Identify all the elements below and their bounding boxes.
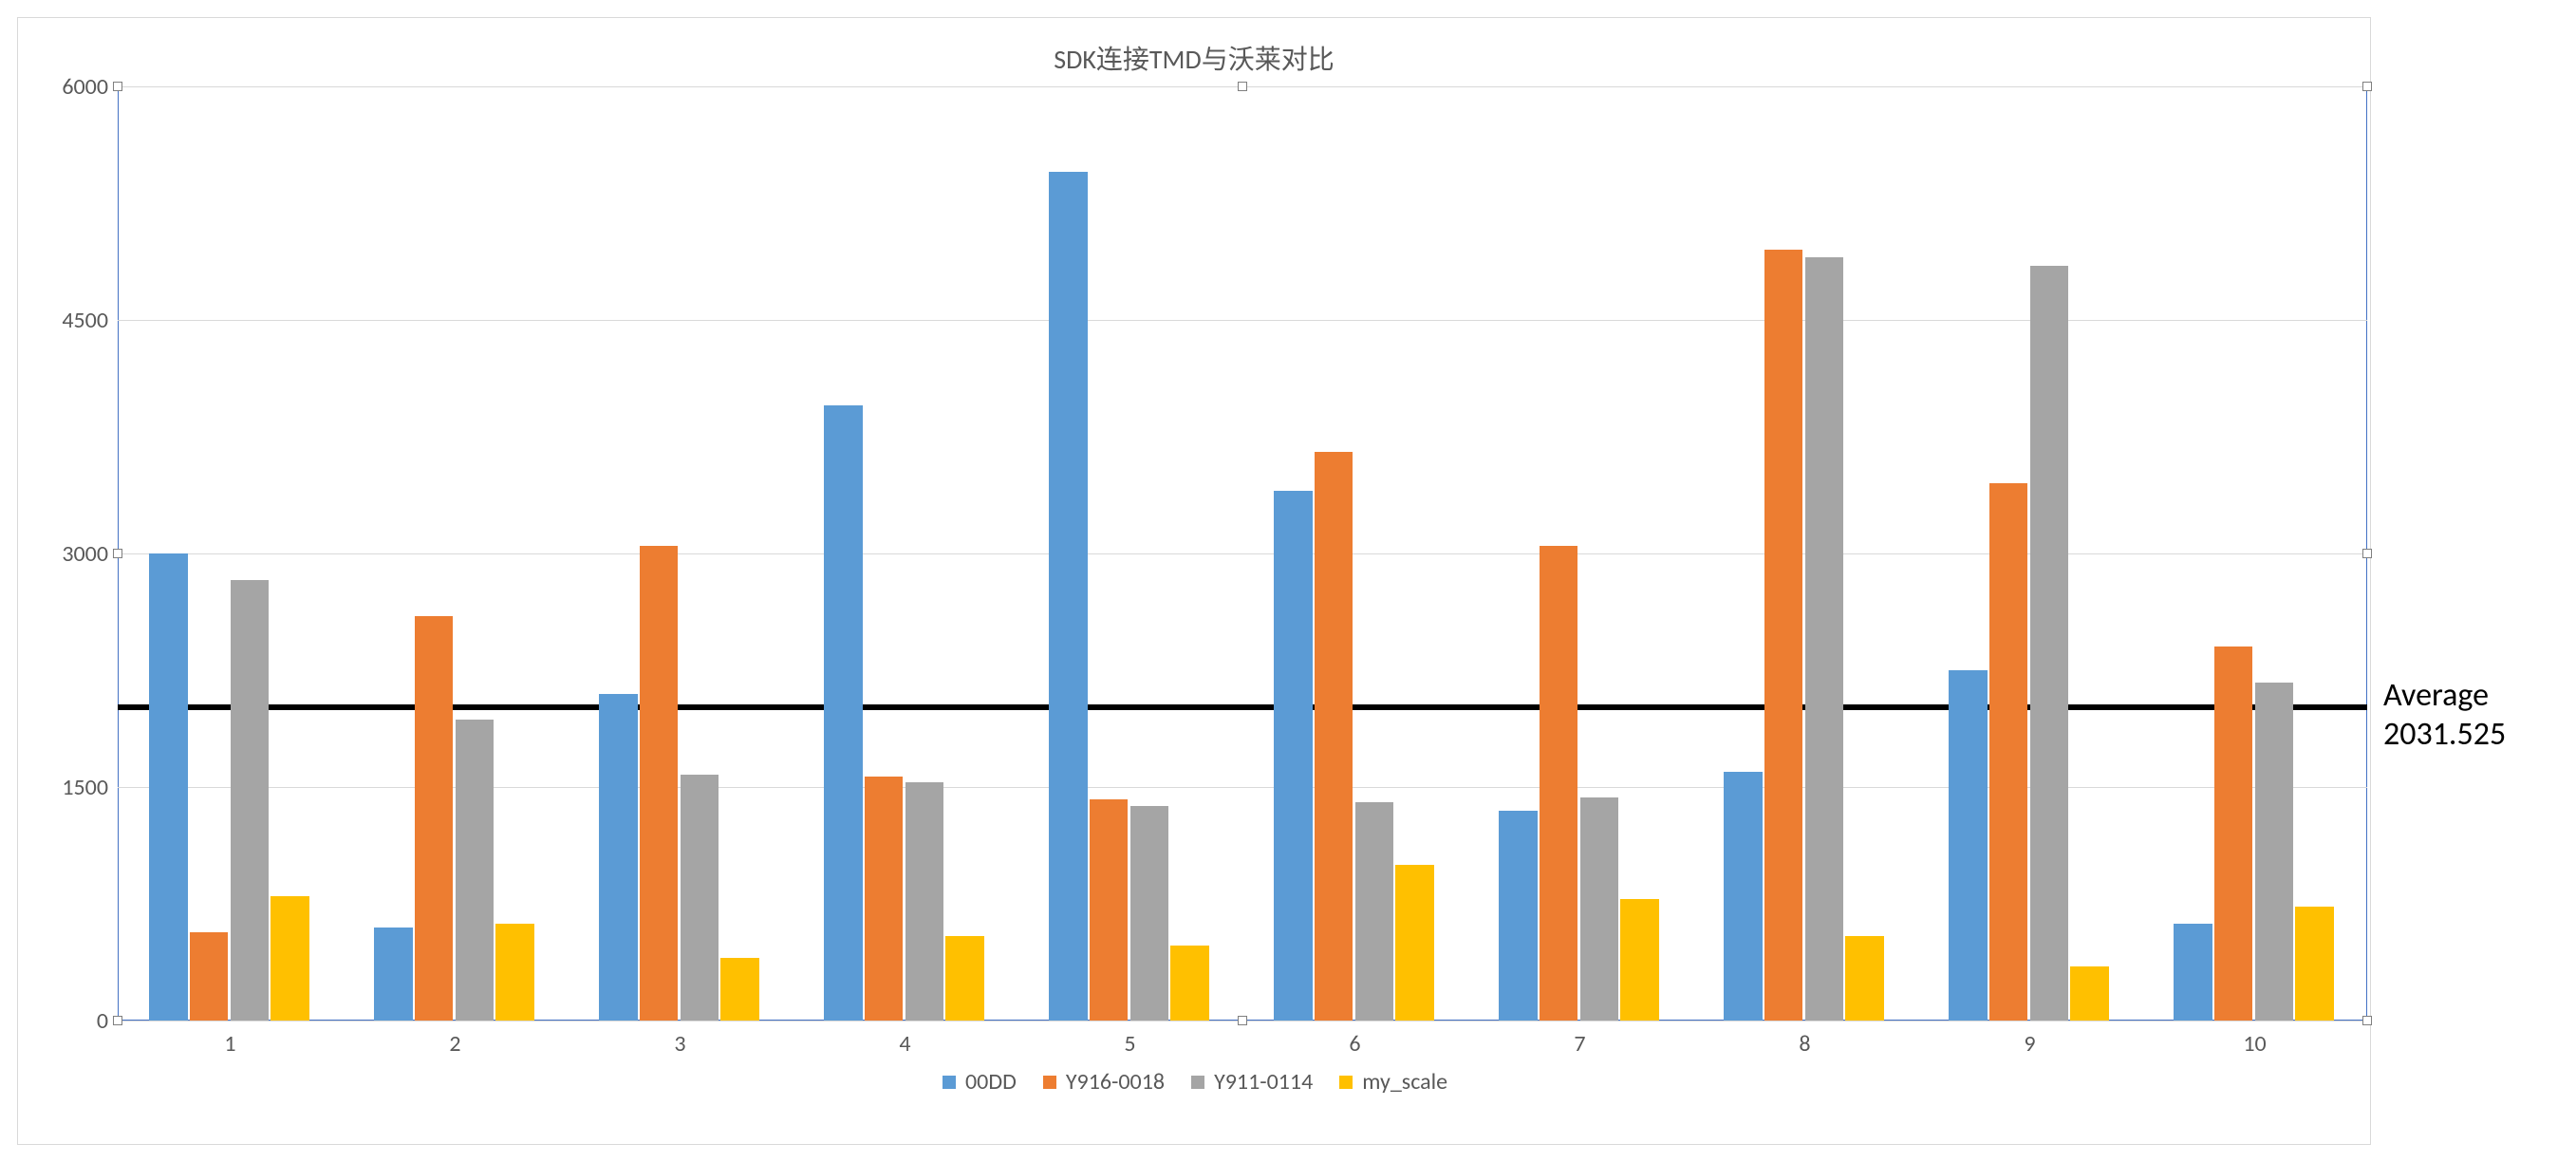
- x-tick-label: 10: [2142, 1030, 2367, 1058]
- y-tick-label: 3000: [37, 540, 108, 568]
- x-tick-label: 2: [343, 1030, 568, 1058]
- bar[interactable]: [271, 896, 309, 1021]
- bar[interactable]: [190, 932, 229, 1021]
- y-tick-label: 0: [37, 1007, 108, 1035]
- bar[interactable]: [2295, 907, 2334, 1021]
- bar[interactable]: [1805, 257, 1844, 1021]
- y-tick-label: 4500: [37, 307, 108, 334]
- selection-handle[interactable]: [113, 549, 122, 558]
- bar[interactable]: [2174, 924, 2212, 1021]
- y-tick-label: 6000: [37, 73, 108, 101]
- legend-label: Y911-0114: [1214, 1068, 1313, 1096]
- bar[interactable]: [824, 405, 863, 1021]
- legend-swatch: [1191, 1076, 1204, 1089]
- legend-label: Y916-0018: [1066, 1068, 1165, 1096]
- x-tick-label: 3: [568, 1030, 793, 1058]
- bar[interactable]: [1130, 806, 1169, 1021]
- chart-outer-frame[interactable]: SDK连接TMD与沃莱对比 0 1500 3000 4500 6000 12345678…: [17, 17, 2371, 1145]
- y-tick-label: 1500: [37, 774, 108, 801]
- bar[interactable]: [1540, 546, 1578, 1021]
- selection-handle[interactable]: [113, 1016, 122, 1025]
- bar[interactable]: [1620, 899, 1659, 1021]
- legend-item[interactable]: Y916-0018: [1043, 1068, 1165, 1096]
- bar[interactable]: [2214, 647, 2253, 1021]
- x-tick-label: 8: [1692, 1030, 1917, 1058]
- legend-item[interactable]: 00DD: [943, 1068, 1017, 1096]
- plot-area[interactable]: [118, 86, 2367, 1021]
- bar[interactable]: [945, 936, 984, 1021]
- x-tick-label: 7: [1467, 1030, 1692, 1058]
- bar[interactable]: [1170, 946, 1209, 1021]
- legend[interactable]: 00DD Y916-0018 Y911-0114 my_scale: [943, 1068, 1447, 1096]
- selection-handle[interactable]: [2362, 549, 2372, 558]
- selection-handle[interactable]: [2362, 1016, 2372, 1025]
- bar[interactable]: [2255, 683, 2294, 1021]
- bar[interactable]: [415, 616, 454, 1021]
- bar[interactable]: [2070, 966, 2109, 1021]
- chart-title: SDK连接TMD与沃莱对比: [18, 39, 2370, 77]
- legend-item[interactable]: Y911-0114: [1191, 1068, 1313, 1096]
- bar[interactable]: [1049, 172, 1088, 1021]
- bar[interactable]: [640, 546, 679, 1021]
- legend-swatch: [943, 1076, 956, 1089]
- selection-handle[interactable]: [2362, 82, 2372, 91]
- x-tick-label: 5: [1017, 1030, 1242, 1058]
- legend-swatch: [1339, 1076, 1353, 1089]
- average-label: Average 2031.525: [2383, 677, 2506, 755]
- selection-handle[interactable]: [1238, 1016, 1247, 1025]
- bar[interactable]: [905, 782, 944, 1021]
- bar[interactable]: [1395, 865, 1434, 1021]
- x-tick-label: 1: [118, 1030, 343, 1058]
- legend-item[interactable]: my_scale: [1339, 1068, 1447, 1096]
- bar[interactable]: [149, 553, 188, 1021]
- bar[interactable]: [1090, 799, 1129, 1021]
- selection-handle[interactable]: [113, 82, 122, 91]
- bar[interactable]: [1764, 250, 1803, 1021]
- average-label-text: Average: [2383, 677, 2506, 716]
- bar[interactable]: [720, 958, 759, 1021]
- bar[interactable]: [495, 924, 534, 1021]
- x-tick-label: 6: [1242, 1030, 1467, 1058]
- bar[interactable]: [1580, 797, 1619, 1021]
- x-tick-label: 4: [793, 1030, 1017, 1058]
- bar[interactable]: [599, 694, 638, 1021]
- legend-label: 00DD: [965, 1068, 1017, 1096]
- bar[interactable]: [456, 720, 495, 1021]
- legend-label: my_scale: [1362, 1068, 1447, 1096]
- bar[interactable]: [1274, 491, 1313, 1021]
- bar[interactable]: [1315, 452, 1353, 1021]
- bar[interactable]: [1845, 936, 1884, 1021]
- bar[interactable]: [1724, 772, 1763, 1021]
- average-label-value: 2031.525: [2383, 716, 2506, 755]
- legend-swatch: [1043, 1076, 1056, 1089]
- bar[interactable]: [681, 775, 719, 1021]
- bar[interactable]: [865, 777, 904, 1021]
- selection-handle[interactable]: [1238, 82, 1247, 91]
- bar[interactable]: [374, 928, 413, 1021]
- bar[interactable]: [1499, 811, 1538, 1021]
- bar[interactable]: [1949, 670, 1988, 1021]
- bar[interactable]: [1989, 483, 2028, 1021]
- bar[interactable]: [231, 580, 270, 1021]
- page: SDK连接TMD与沃莱对比 0 1500 3000 4500 6000 12345678…: [0, 0, 2576, 1162]
- bar[interactable]: [2030, 266, 2069, 1021]
- bar[interactable]: [1355, 802, 1394, 1021]
- x-tick-label: 9: [1917, 1030, 2142, 1058]
